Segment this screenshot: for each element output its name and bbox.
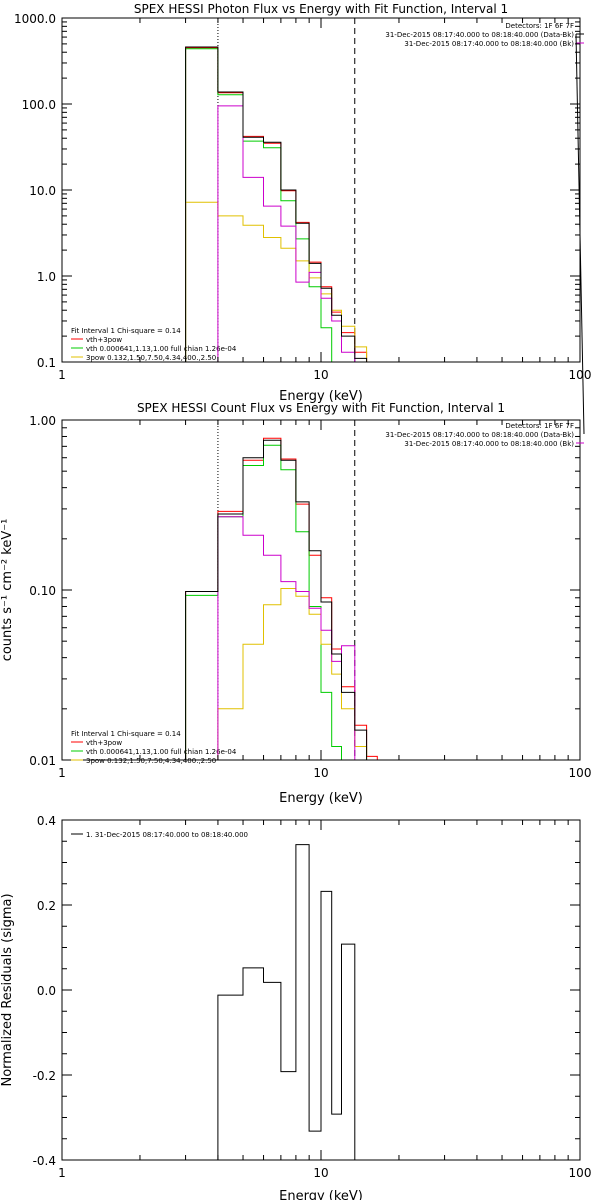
photon-flux-y-tick-label: 1000.0 [14,12,56,26]
count-flux-info-0: Detectors: 1F 6F 7F [505,422,574,430]
photon-flux-y-tick-label: 1.0 [37,270,56,284]
residuals-xlabel: Energy (keV) [279,1189,363,1200]
count-flux-info-1: 31-Dec-2015 08:17:40.000 to 08:18:40.000… [385,431,574,439]
residuals-legend-0: 1. 31-Dec-2015 08:17:40.000 to 08:18:40.… [86,831,248,839]
photon-flux-xlabel: Energy (keV) [279,389,363,404]
photon-flux-x-tick-label: 10 [313,368,328,382]
photon-flux-x-tick-label: 100 [569,368,592,382]
count-flux-legend-0: Fit Interval 1 Chi-square = 0.14 [71,730,181,738]
photon-flux-legend-1: vth+3pow [86,336,122,344]
count-flux-ylabel: counts s⁻¹ cm⁻² keV⁻¹ [0,519,15,662]
residuals-x-tick-label: 1 [58,1166,66,1180]
residuals-panel: Energy (keV) Normalized Residuals (sigma… [0,814,591,1200]
residuals-x-tick-label: 10 [313,1166,328,1180]
count-flux-y-tick-label: 1.00 [29,414,56,428]
count-flux-series-bk [217,516,356,760]
residuals-y-tick-label: 0.0 [37,984,56,998]
photon-flux-legend-3: 3pow 0.132,1.50,7.50,4.34,400.,2.50 [86,354,216,362]
residuals-series-residuals [217,844,356,1160]
residuals-y-tick-label: -0.2 [33,1069,56,1083]
count-flux-series-vth [185,444,378,760]
photon-flux-series-data-bk [185,46,378,362]
photon-flux-y-tick-label: 10.0 [29,184,56,198]
residuals-y-tick-label: 0.4 [37,814,56,828]
photon-flux-info-1: 31-Dec-2015 08:17:40.000 to 08:18:40.000… [385,31,574,39]
count-flux-series-data-bk [185,439,378,760]
count-flux-title: SPEX HESSI Count Flux vs Energy with Fit… [137,401,505,415]
count-flux-series-3pow [185,588,378,760]
count-flux-info-swatch-data [575,33,585,435]
count-flux-x-tick-label: 100 [569,766,592,780]
photon-flux-series-vth-3pow [185,47,378,362]
count-flux-y-tick-label: 0.10 [29,584,56,598]
residuals-ylabel: Normalized Residuals (sigma) [0,893,15,1086]
count-flux-x-tick-label: 10 [313,766,328,780]
count-flux-xlabel: Energy (keV) [279,791,363,806]
residuals-x-tick-label: 100 [569,1166,592,1180]
count-flux-legend-1: vth+3pow [86,739,122,747]
count-flux-info-2: 31-Dec-2015 08:17:40.000 to 08:18:40.000… [404,440,574,448]
photon-flux-info-2: 31-Dec-2015 08:17:40.000 to 08:18:40.000… [404,40,574,48]
photon-flux-title: SPEX HESSI Photon Flux vs Energy with Fi… [134,2,508,16]
count-flux-legend-2: vth 0.000641,1.13,1.00 full chian 1.26e-… [86,748,237,756]
photon-flux-x-tick-label: 1 [58,368,66,382]
photon-flux-series-bk [217,105,356,362]
photon-flux-y-tick-label: 100.0 [22,98,56,112]
photon-flux-series-vth [185,48,378,362]
count-flux-legend-3: 3pow 0.132,1.50,7.50,4.34,400.,2.50 [86,757,216,765]
photon-flux-y-tick-label: 0.1 [37,356,56,370]
count-flux-series-vth-3pow [185,437,378,760]
residuals-y-tick-label: -0.4 [33,1154,56,1168]
photon-flux-legend-2: vth 0.000641,1.13,1.00 full chian 1.26e-… [86,345,237,353]
residuals-y-tick-label: 0.2 [37,899,56,913]
count-flux-y-tick-label: 0.01 [29,754,56,768]
count-flux-panel: SPEX HESSI Count Flux vs Energy with Fit… [0,33,592,806]
photon-flux-panel: SPEX HESSI Photon Flux vs Energy with Fi… [14,2,591,404]
photon-flux-legend-0: Fit Interval 1 Chi-square = 0.14 [71,327,181,335]
count-flux-x-tick-label: 1 [58,766,66,780]
photon-flux-info-0: Detectors: 1F 6F 7F [505,22,574,30]
